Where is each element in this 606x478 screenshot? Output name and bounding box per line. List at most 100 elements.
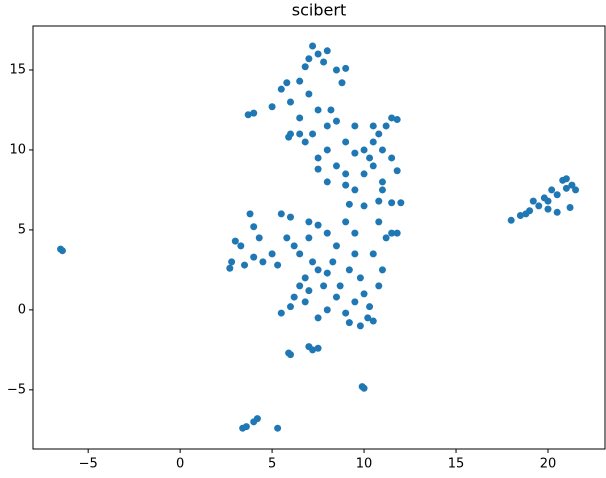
point [342,64,350,72]
point [375,197,383,205]
point [516,212,524,220]
point [393,167,401,175]
point [323,229,331,237]
point [231,237,239,245]
point [507,216,515,224]
point [237,242,245,250]
point [314,344,322,352]
point [378,266,386,274]
point [356,274,364,282]
point [393,229,401,237]
point [360,170,368,178]
point [397,199,405,207]
point [388,114,396,122]
point [253,415,261,423]
point [548,186,556,194]
point [296,130,304,138]
point [327,106,335,114]
point [286,351,294,359]
x-tick-label: 0 [176,457,184,472]
point [301,63,309,71]
point [369,138,377,146]
point [283,234,291,242]
point [369,122,377,130]
point [562,175,570,183]
point [522,210,530,218]
point [529,197,537,205]
point [323,269,331,277]
point [314,154,322,162]
y-tick-label: 5 [18,222,26,237]
point [323,122,331,130]
point [242,423,250,431]
point [314,50,322,58]
point [285,133,293,141]
point [309,130,317,138]
point [58,247,66,255]
point [320,282,328,290]
y-tick-label: 15 [9,62,26,77]
point [351,186,359,194]
point [283,79,291,87]
point [301,274,309,282]
point [378,186,386,194]
point [338,79,346,87]
point [329,258,337,266]
point [369,317,377,325]
point [305,343,313,351]
point [369,250,377,258]
point [259,258,267,266]
point [305,218,313,226]
x-tick-label: 10 [356,457,373,472]
point [301,138,309,146]
point [540,194,548,202]
point [323,178,331,186]
x-tick-label: 15 [448,457,465,472]
point [286,98,294,106]
point [382,234,390,242]
point [277,210,285,218]
point [246,210,254,218]
point [286,213,294,221]
point [255,234,263,242]
point [314,165,322,173]
point [323,306,331,314]
point [296,77,304,85]
point [277,85,285,93]
point [360,384,368,392]
point [364,314,372,322]
point [301,298,309,306]
y-tick-label: −5 [7,382,26,397]
point [553,208,561,216]
point [568,181,576,189]
point [226,264,234,272]
x-tick-label: 20 [540,457,557,472]
point [228,258,236,266]
point [366,303,374,311]
plot-frame [32,25,606,450]
point [241,261,249,269]
point [268,250,276,258]
point [332,162,340,170]
point [566,204,574,212]
point [356,322,364,330]
point [314,266,322,274]
point [268,103,276,111]
chart-title: scibert [292,1,346,20]
y-tick-label: 0 [18,302,26,317]
point [572,186,580,194]
point [305,90,313,98]
point [305,287,313,295]
point [286,303,294,311]
x-tick-label: −5 [79,457,98,472]
point [274,261,282,269]
point [351,250,359,258]
point [296,114,304,122]
point [332,242,340,250]
point [562,184,570,192]
point [332,66,340,74]
point [296,282,304,290]
point [375,218,383,226]
point [296,250,304,258]
point [309,42,317,50]
